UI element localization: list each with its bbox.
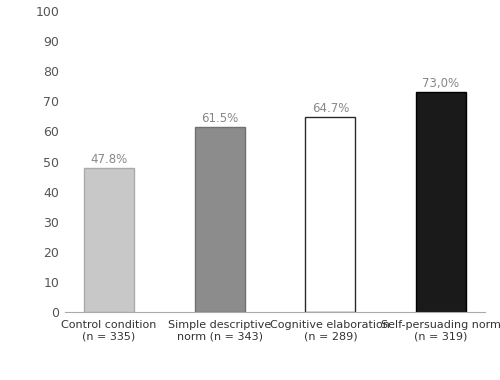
Text: 73,0%: 73,0% (422, 77, 460, 90)
Bar (306, 117, 355, 312)
Bar (195, 127, 244, 312)
Bar (416, 92, 466, 312)
Text: 61.5%: 61.5% (201, 112, 238, 125)
Bar (84, 168, 134, 312)
Text: 47.8%: 47.8% (90, 153, 128, 166)
Text: 64.7%: 64.7% (312, 102, 349, 115)
